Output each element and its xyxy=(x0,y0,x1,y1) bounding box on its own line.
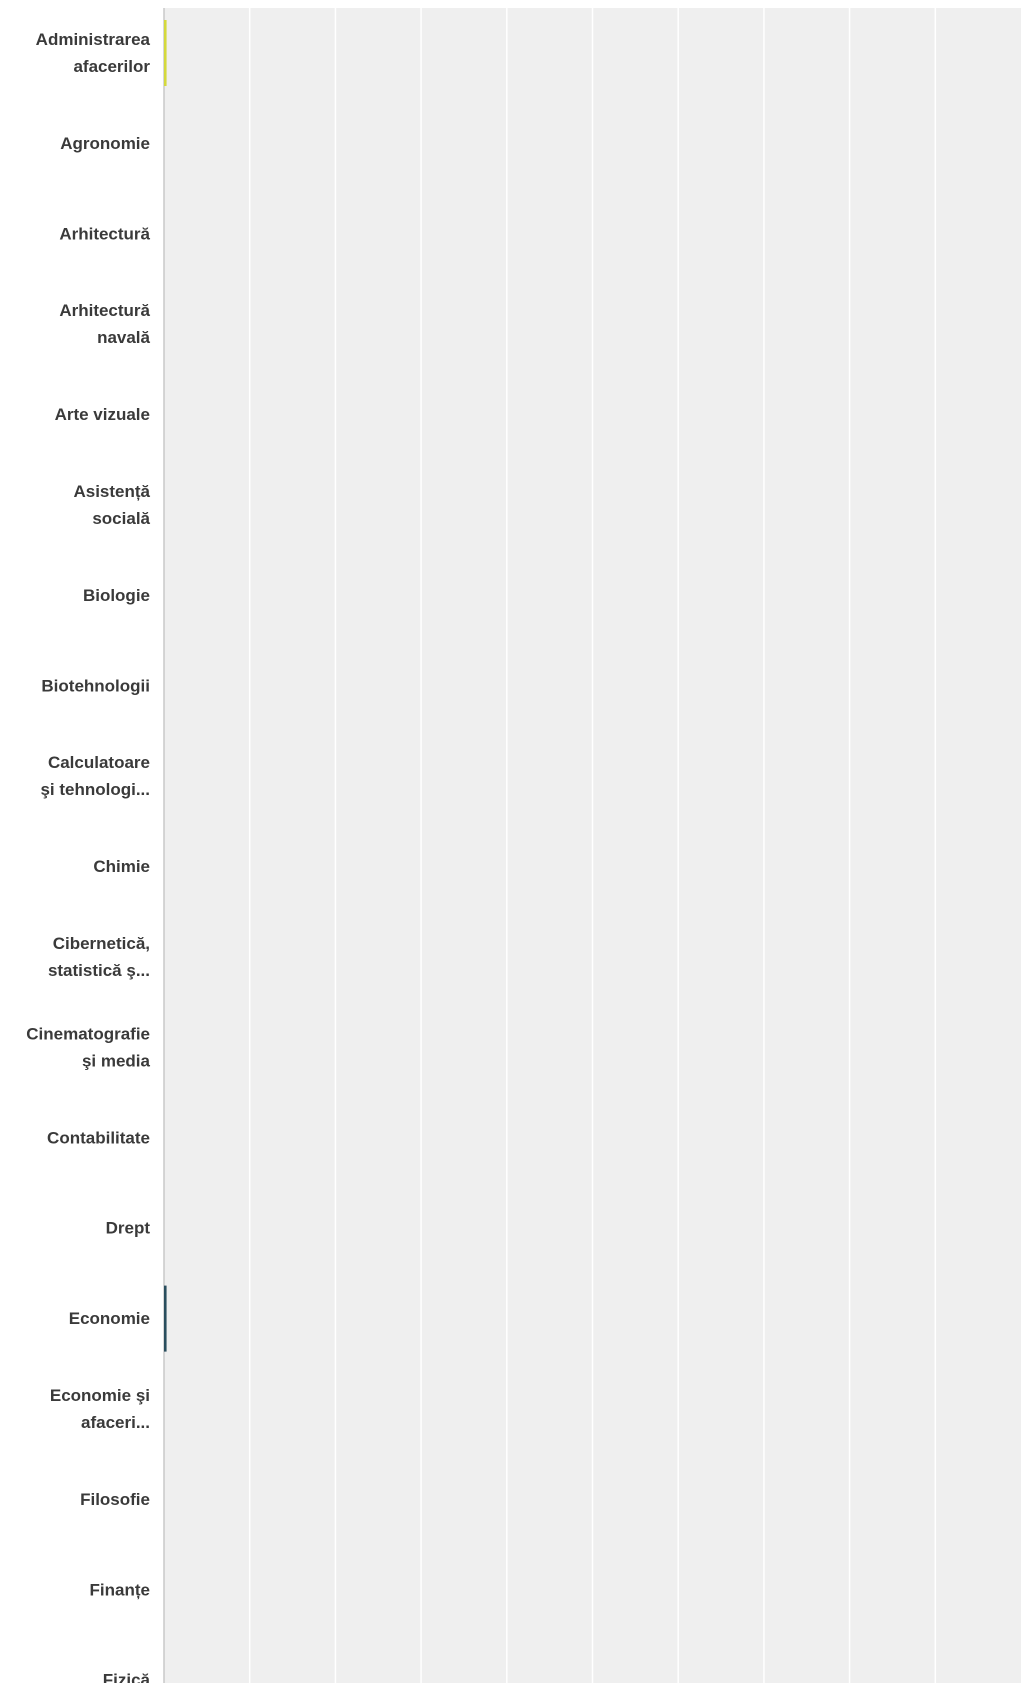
category-label: Arte vizuale xyxy=(55,405,150,424)
category-label: socială xyxy=(92,509,150,528)
category-label: statistică ş... xyxy=(48,961,150,980)
category-label: Cinematografie xyxy=(26,1024,150,1043)
category-label: Arhitectură xyxy=(59,224,150,243)
category-label: afaceri... xyxy=(81,1413,150,1432)
category-label: Filosofie xyxy=(80,1490,150,1509)
category-label: Contabilitate xyxy=(47,1128,150,1147)
category-label: Economie şi xyxy=(50,1386,150,1405)
category-label: Economie xyxy=(69,1309,150,1328)
category-label: Finanțe xyxy=(90,1580,150,1599)
category-label: Arhitectură xyxy=(59,301,150,320)
category-label: şi tehnologi... xyxy=(40,780,150,799)
category-label: Fizică xyxy=(103,1671,151,1683)
category-label: Biologie xyxy=(83,586,150,605)
category-label: Chimie xyxy=(93,857,150,876)
category-label: Biotehnologii xyxy=(41,676,150,695)
category-label: navală xyxy=(97,328,150,347)
category-label: Cibernetică, xyxy=(53,934,150,953)
category-label: afacerilor xyxy=(73,57,150,76)
category-label: Drept xyxy=(106,1219,151,1238)
bars xyxy=(164,20,167,1352)
category-labels: Administrarea afacerilor Agronomie Arhitect… xyxy=(26,30,150,1683)
category-label: şi media xyxy=(82,1051,151,1070)
category-label: Calculatoare xyxy=(48,753,150,772)
category-label: Administrarea xyxy=(36,30,151,49)
bar[interactable] xyxy=(164,1285,167,1352)
category-label: Agronomie xyxy=(60,134,150,153)
category-label: Asistență xyxy=(73,482,150,501)
gridlines xyxy=(248,8,937,1683)
bar[interactable] xyxy=(164,20,167,86)
